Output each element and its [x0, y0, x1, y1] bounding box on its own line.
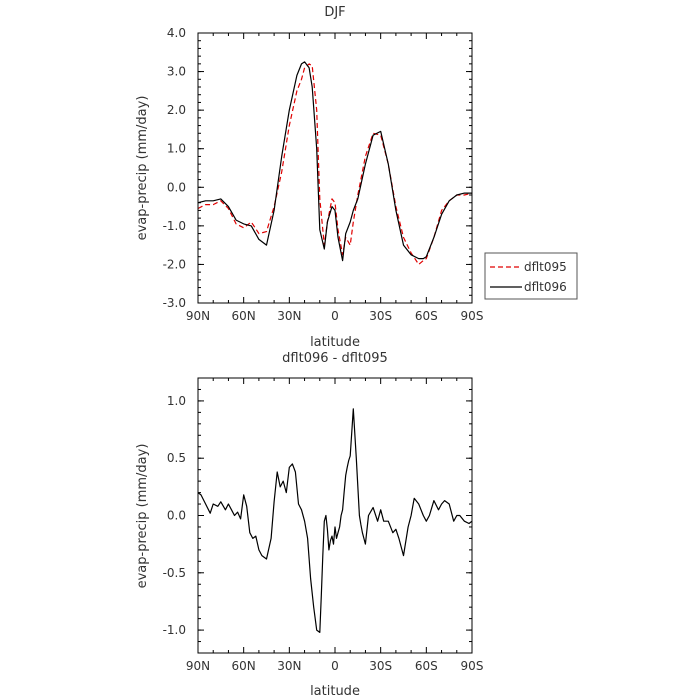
series-line-dflt096 [197, 61, 472, 262]
legend-box [484, 252, 578, 300]
x-tick-label: 60N [232, 309, 256, 323]
bottom-plot-frame [197, 377, 473, 654]
top-plot-frame [197, 32, 473, 304]
top-legend: dflt095 dflt096 [484, 252, 578, 300]
x-tick-label: 90S [461, 309, 484, 323]
x-tick-label: 30N [277, 309, 301, 323]
top-plot-area: 90N 60N 30N 0 30S 60S 90S -3.0 -2.0 -1.0 0.0 1.0 2.0… [163, 26, 484, 323]
y-tick-label: 0.0 [167, 180, 186, 194]
x-tick-label: 30S [369, 309, 392, 323]
x-tick-label: 90S [461, 659, 484, 673]
top-chart-title: DJF [324, 5, 345, 20]
top-y-axis-label: evap-precip (mm/day) [135, 96, 150, 241]
x-tick-label: 30S [369, 659, 392, 673]
bottom-x-axis-label: latitude [310, 684, 360, 699]
y-tick-label: -2.0 [163, 257, 186, 271]
series-line-panel1-series0 [197, 408, 473, 634]
y-tick-label: 4.0 [167, 26, 186, 40]
y-tick-label: -3.0 [163, 296, 186, 310]
bottom-chart-title: dflt096 - dflt095 [282, 351, 388, 366]
y-tick-label: 1.0 [167, 142, 186, 156]
y-tick-label: -1.0 [163, 219, 186, 233]
x-tick-label: 90N [186, 659, 210, 673]
y-tick-label: -0.5 [163, 566, 186, 580]
y-tick-label: 0.0 [167, 509, 186, 523]
y-tick-label: -1.0 [163, 623, 186, 637]
bottom-plot-area: 90N 60N 30N 0 30S 60S 90S -1.0 -0.5 0.0 0.5 1.0 [163, 377, 484, 673]
y-tick-label: 2.0 [167, 103, 186, 117]
x-tick-label: 60N [232, 659, 256, 673]
legend-label-dflt095: dflt095 [524, 260, 567, 274]
x-tick-label: 0 [331, 659, 339, 673]
y-tick-label: 1.0 [167, 394, 186, 408]
legend-label-dflt096: dflt096 [524, 280, 567, 294]
bottom-y-axis-label: evap-precip (mm/day) [135, 444, 150, 589]
top-x-axis-label: latitude [310, 335, 360, 350]
x-tick-label: 60S [415, 309, 438, 323]
y-tick-label: 3.0 [167, 65, 186, 79]
y-tick-label: 0.5 [167, 451, 186, 465]
series-line-dflt095 [197, 63, 473, 265]
x-tick-label: 90N [186, 309, 210, 323]
x-tick-label: 30N [277, 659, 301, 673]
x-tick-label: 60S [415, 659, 438, 673]
bottom-panel: dflt096 - dflt095 90N 60N 30N 0 30S 60S 90S -1.… [135, 351, 483, 699]
top-panel: DJF 90N 60N 30N 0 30S 60S 90S -3.0 -2.0 -1.0 0.0 1.… [135, 5, 578, 350]
x-tick-label: 0 [331, 309, 339, 323]
